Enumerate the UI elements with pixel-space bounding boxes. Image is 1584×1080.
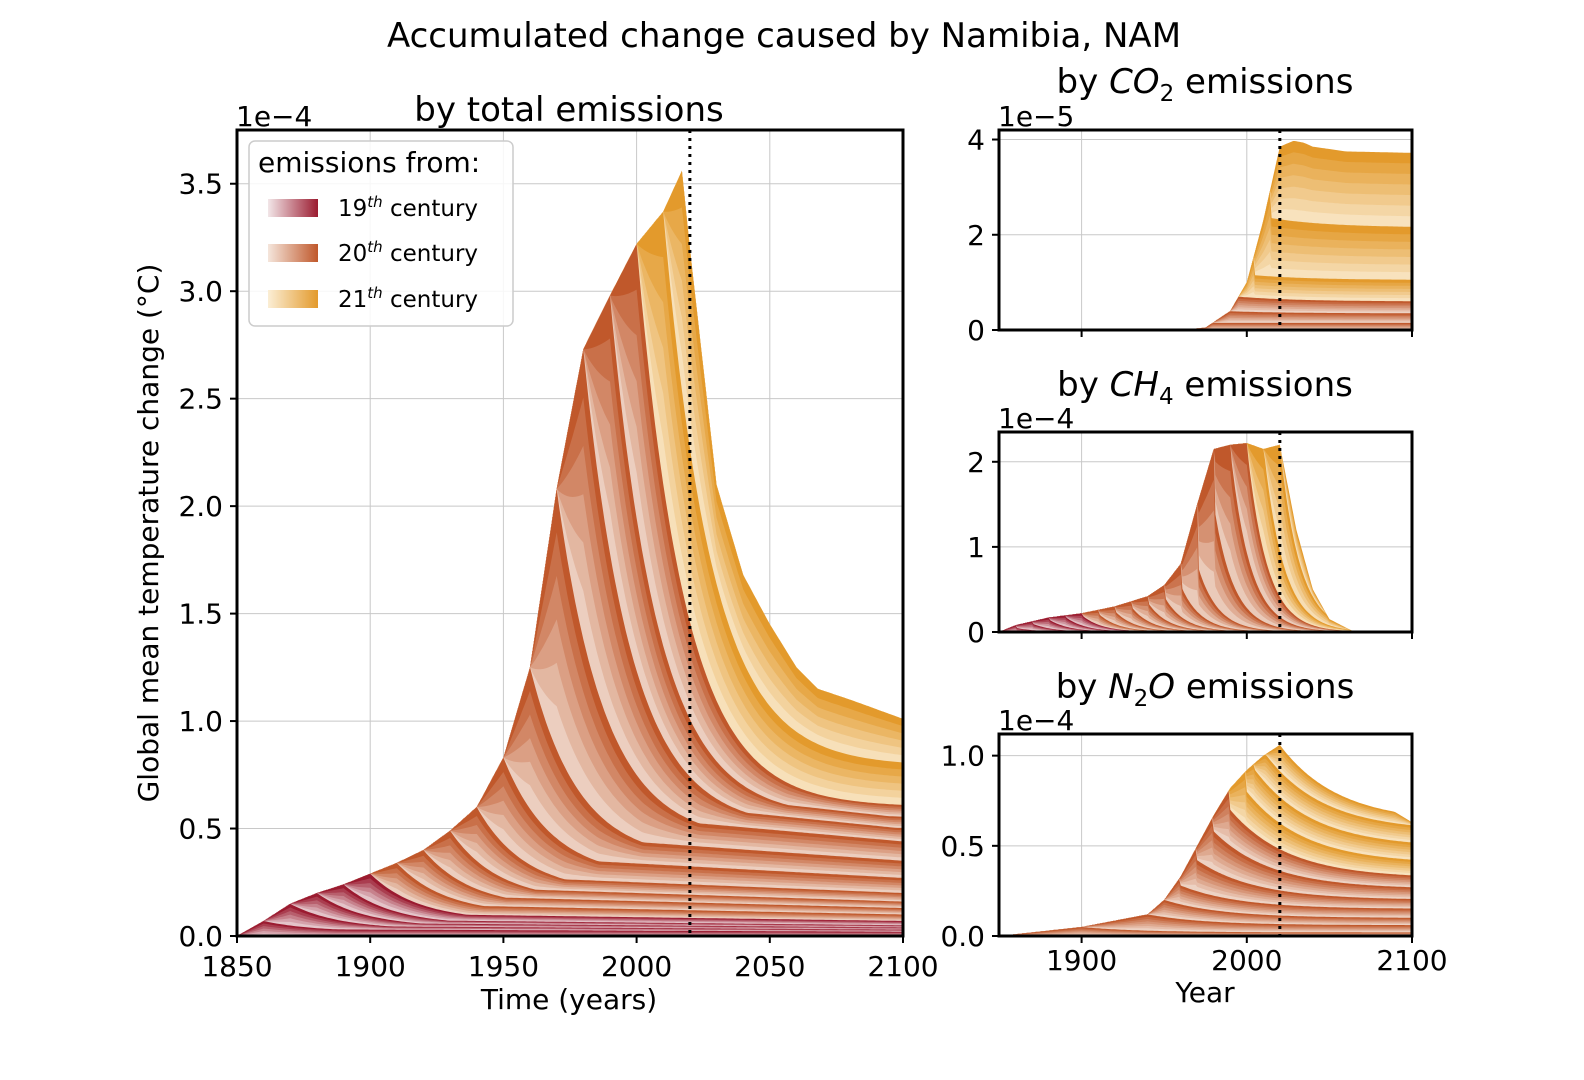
panel-ch4-frame	[997, 430, 1414, 634]
ch4-y-tick-label: 2	[967, 446, 985, 479]
panel-total-y-ticks: 0.0 0.5 1.0 1.5 2.0 2.5 3.0 3.5	[178, 168, 237, 953]
legend-label-19th: 19th century	[338, 193, 478, 222]
panel-n2o-areas	[999, 744, 1412, 936]
panel-co2-y-ticks: 0 2 4	[967, 124, 1413, 347]
panel-co2-emissions: by CO2 emissions 1e−5 0 2 4	[967, 62, 1414, 347]
panel-n2o-title: by N2O emissions	[1056, 667, 1355, 712]
panel-total-offset-label: 1e−4	[236, 100, 312, 133]
panel-n2o-x-label: Year	[1174, 976, 1235, 1009]
legend-swatch-20th	[268, 244, 318, 262]
legend: emissions from: 19th century 20th centur…	[248, 140, 514, 327]
co2-y-tick-label: 2	[967, 219, 985, 252]
y-tick-label: 0.5	[178, 813, 223, 846]
panel-total-areas	[237, 170, 903, 936]
panel-co2-title: by CO2 emissions	[1057, 62, 1354, 107]
y-tick-label: 3.5	[178, 168, 223, 201]
n2o-x-tick-label: 2100	[1376, 944, 1447, 977]
panel-total-x-label: Time (years)	[480, 983, 657, 1016]
panel-total-frame	[235, 128, 905, 938]
n2o-y-tick-label: 0.0	[940, 920, 985, 953]
panel-co2-offset-label: 1e−5	[998, 100, 1074, 133]
panel-n2o-x-ticks: 1900 2000 2100	[1046, 936, 1448, 977]
n2o-x-tick-label: 2000	[1211, 944, 1282, 977]
legend-swatch-19th	[268, 199, 318, 217]
y-tick-label: 1.5	[178, 598, 223, 631]
y-tick-label: 3.0	[178, 275, 223, 308]
panel-total-title: by total emissions	[414, 90, 724, 130]
x-tick-label: 1900	[335, 950, 406, 983]
ch4-y-tick-label: 0	[967, 616, 985, 649]
ch4-y-tick-label: 1	[967, 531, 985, 564]
panel-ch4-emissions: by CH4 emissions 1e−4 0 1 2	[967, 365, 1414, 649]
panel-ch4-title: by CH4 emissions	[1057, 365, 1353, 410]
y-tick-label: 1.0	[178, 705, 223, 738]
x-tick-label: 1850	[201, 950, 272, 983]
panel-co2-frame	[997, 128, 1414, 332]
legend-label-21st: 21th century	[338, 284, 478, 313]
panel-n2o-offset-label: 1e−4	[998, 704, 1074, 737]
legend-swatch-21st	[268, 290, 318, 308]
ch4-cohort-band	[999, 504, 1412, 632]
x-tick-label: 1950	[468, 950, 539, 983]
co2-y-tick-label: 0	[967, 314, 985, 347]
x-tick-label: 2000	[601, 950, 672, 983]
panel-ch4-y-ticks: 0 1 2	[967, 446, 1413, 649]
y-tick-label: 0.0	[178, 920, 223, 953]
co2-y-tick-label: 4	[967, 124, 985, 157]
panel-n2o-emissions: by N2O emissions 1e−4 1900 2000 2100 0.00.…	[940, 667, 1447, 1009]
n2o-y-tick-label: 1.0	[940, 740, 985, 773]
n2o-y-tick-label: 0.5	[940, 830, 985, 863]
y-tick-label: 2.5	[178, 383, 223, 416]
panel-ch4-areas	[999, 443, 1412, 632]
panel-total-emissions: by total emissions 1e−4 1850 1900 1950 2000…	[132, 90, 939, 1016]
panel-total-y-label: Global mean temperature change (°C)	[132, 264, 165, 803]
legend-label-20th: 20th century	[338, 238, 478, 267]
n2o-x-tick-label: 1900	[1046, 944, 1117, 977]
x-tick-label: 2100	[867, 950, 938, 983]
panel-n2o-frame	[997, 732, 1414, 938]
panel-total-x-ticks: 1850 1900 1950 2000 2050 2100	[201, 936, 939, 983]
legend-title: emissions from:	[258, 146, 480, 179]
ch4-cohort-band	[999, 615, 1412, 632]
panel-co2-areas	[999, 141, 1412, 330]
x-tick-label: 2050	[734, 950, 805, 983]
panel-ch4-offset-label: 1e−4	[998, 402, 1074, 435]
y-tick-label: 2.0	[178, 490, 223, 523]
panel-n2o-y-ticks: 0.0 0.5 1.0	[940, 740, 999, 953]
figure-title: Accumulated change caused by Namibia, NA…	[387, 16, 1181, 56]
legend-box	[248, 140, 514, 327]
